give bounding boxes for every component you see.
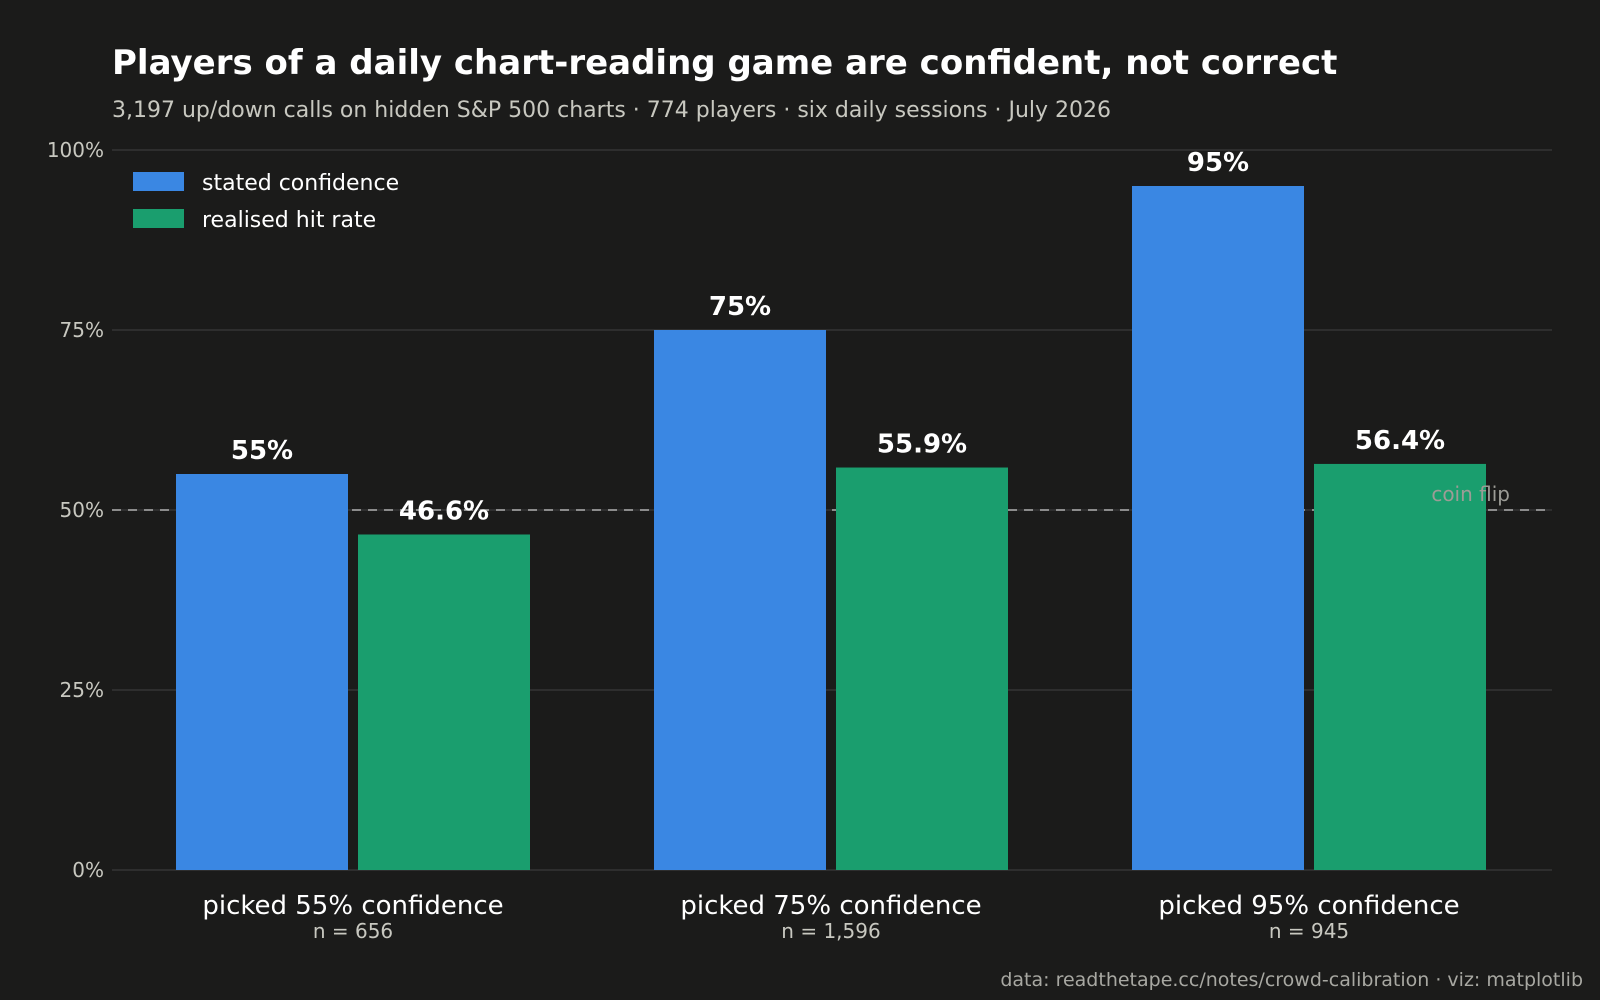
legend-label: stated confidence: [202, 171, 399, 196]
stated-confidence-bar: [654, 330, 826, 870]
chart-subtitle: 3,197 up/down calls on hidden S&P 500 ch…: [112, 98, 1111, 123]
bar-value-label: 55.9%: [877, 430, 967, 460]
x-category-count: n = 945: [1269, 919, 1349, 943]
bar-value-label: 46.6%: [399, 496, 489, 526]
y-tick-label: 100%: [47, 138, 104, 162]
y-tick-label: 75%: [60, 318, 104, 342]
coin-flip-label: coin flip: [1431, 482, 1510, 506]
stated-confidence-bar: [1132, 186, 1304, 870]
x-category-count: n = 1,596: [781, 919, 880, 943]
chart-title: Players of a daily chart-reading game ar…: [112, 43, 1337, 83]
bar-value-label: 95%: [1187, 148, 1249, 178]
realised-hit-rate-bar: [1314, 463, 1486, 870]
realised-hit-rate-bar: [358, 534, 530, 870]
stated-confidence-bar: [176, 474, 348, 870]
legend: stated confidence realised hit rate: [133, 171, 399, 233]
x-category-label: picked 75% confidence: [680, 891, 981, 921]
data-labels: 55% 46.6% 75% 55.9% 95% 56.4% coin flip: [231, 148, 1510, 526]
legend-swatch: [133, 172, 184, 191]
legend-label: realised hit rate: [202, 208, 376, 233]
y-tick-label: 25%: [60, 678, 104, 702]
y-tick-label: 50%: [60, 498, 104, 522]
y-tick-label: 0%: [72, 858, 104, 882]
bar-value-label: 56.4%: [1355, 426, 1445, 456]
legend-swatch: [133, 209, 184, 228]
bar-value-label: 75%: [709, 292, 771, 322]
source-note: data: readthetape.cc/notes/crowd-calibra…: [1000, 969, 1583, 991]
y-axis-ticks: 0% 25% 50% 75% 100%: [47, 138, 104, 882]
x-category-count: n = 656: [313, 919, 393, 943]
bars: [176, 186, 1486, 870]
x-category-label: picked 55% confidence: [202, 891, 503, 921]
realised-hit-rate-bar: [836, 467, 1008, 870]
bar-value-label: 55%: [231, 436, 293, 466]
x-category-label: picked 95% confidence: [1158, 891, 1459, 921]
